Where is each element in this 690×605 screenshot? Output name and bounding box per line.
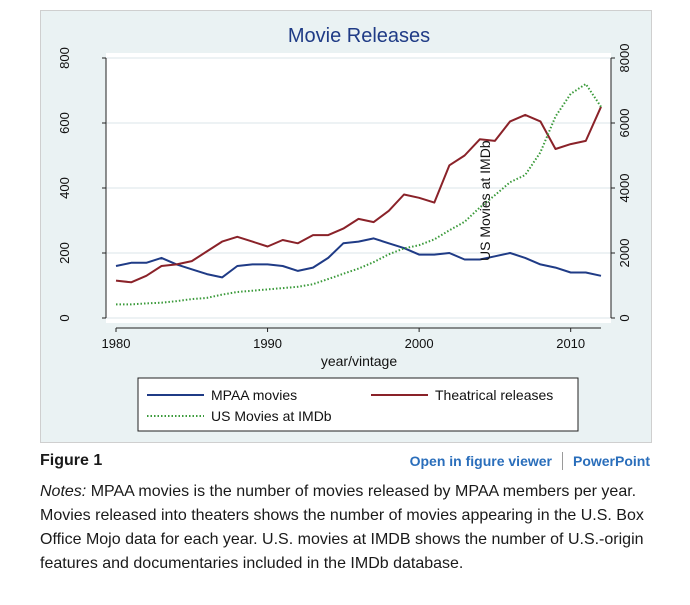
figure-links: Open in figure viewer PowerPoint xyxy=(410,452,650,470)
notes-text: MPAA movies is the number of movies rele… xyxy=(40,483,644,572)
y-right-tick-label-4: 8000 xyxy=(617,44,632,73)
y-right-tick-label-1: 2000 xyxy=(617,239,632,268)
notes-label: Notes: xyxy=(40,483,87,500)
y-left-tick-label-2: 400 xyxy=(57,177,72,199)
y-left-tick-label-1: 200 xyxy=(57,242,72,264)
legend-label-mpaa: MPAA movies xyxy=(211,387,297,403)
y-left-tick-label-4: 800 xyxy=(57,47,72,69)
open-figure-viewer-link[interactable]: Open in figure viewer xyxy=(409,453,552,469)
movie-releases-chart: Movie Releases 0200400600800020004000600… xyxy=(57,25,632,432)
right-axis-annotation: US Movies at IMDb xyxy=(477,140,493,261)
figure-panel: Movie Releases 0 200 400 600 800 0 2000 4000 600… xyxy=(40,10,652,443)
series-line-imdb xyxy=(116,83,602,306)
y-right-tick-label-0: 0 xyxy=(617,314,632,321)
x-axis-label: year/vintage xyxy=(321,353,397,369)
y-right-tick-label-3: 6000 xyxy=(617,109,632,138)
figure-notes: Notes: MPAA movies is the number of movi… xyxy=(40,480,655,576)
legend-box xyxy=(137,377,579,432)
y-right-tick-label-2: 4000 xyxy=(617,174,632,203)
link-divider xyxy=(561,452,563,470)
figure-label: Figure 1 xyxy=(40,452,103,469)
legend-label-theatrical: Theatrical releases xyxy=(435,387,553,403)
y-left-tick-label-0: 0 xyxy=(57,314,72,321)
x-tick-label-2: 2000 xyxy=(405,336,434,351)
x-tick-label-3: 2010 xyxy=(556,336,585,351)
series-line-theatrical xyxy=(115,106,602,284)
powerpoint-link[interactable]: PowerPoint xyxy=(572,453,650,469)
legend-label-imdb: US Movies at IMDb xyxy=(211,408,332,424)
legend: MPAA movies Theatrical releases US Movie… xyxy=(137,377,579,432)
series xyxy=(115,83,602,306)
series-line-mpaa xyxy=(115,237,602,279)
y-left-tick-label-3: 600 xyxy=(57,112,72,134)
x-tick-label-1: 1990 xyxy=(253,336,282,351)
x-tick-label-0: 1980 xyxy=(102,336,131,351)
grid xyxy=(106,53,611,323)
chart-title: Movie Releases xyxy=(288,25,430,47)
